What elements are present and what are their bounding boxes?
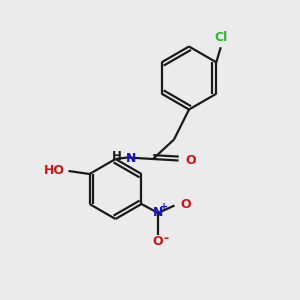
Text: O: O	[153, 235, 163, 248]
Text: O: O	[181, 197, 191, 211]
Text: N: N	[126, 152, 136, 166]
Text: H: H	[112, 149, 122, 163]
Text: N: N	[153, 206, 163, 220]
Text: O: O	[185, 154, 196, 167]
Text: -: -	[163, 232, 168, 245]
Text: Cl: Cl	[214, 31, 227, 44]
Text: +: +	[160, 202, 168, 212]
Text: HO: HO	[44, 164, 65, 177]
